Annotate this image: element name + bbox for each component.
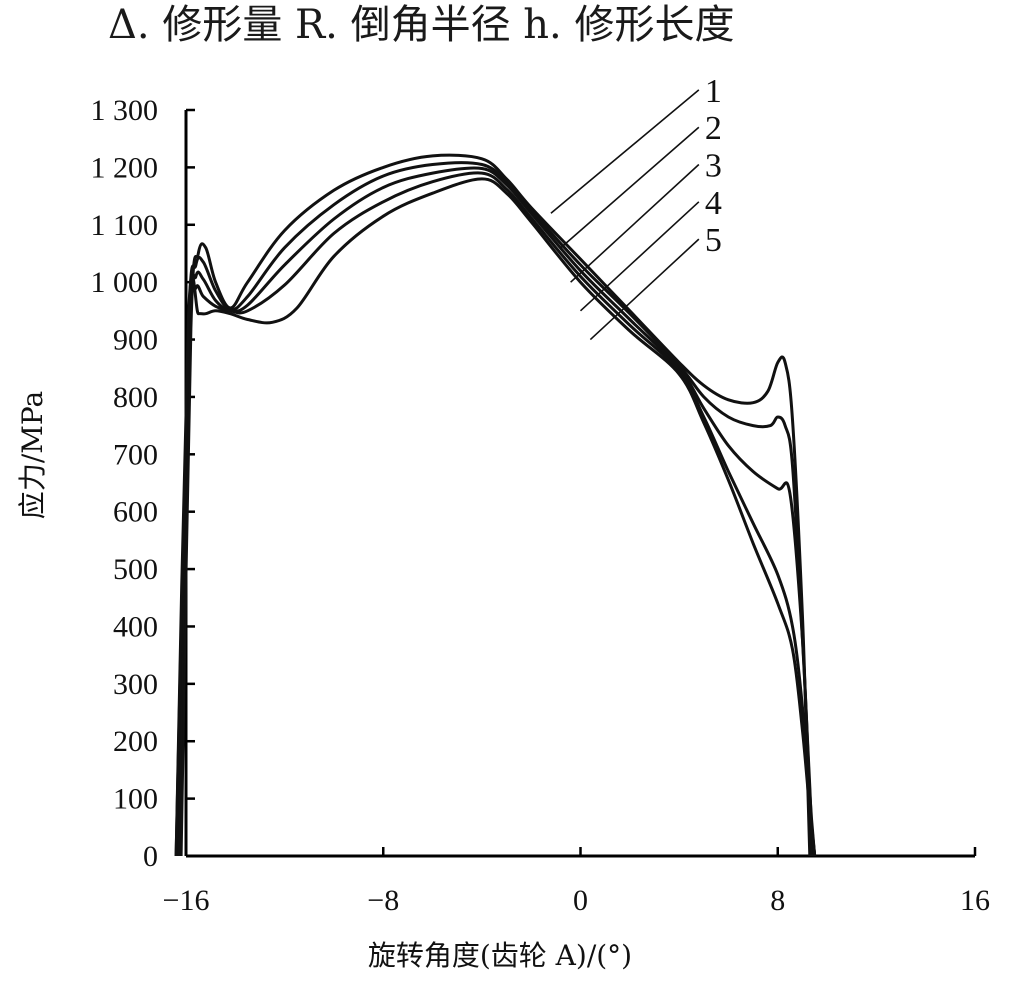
x-axis-label: 旋转角度(齿轮 A)/(°) xyxy=(368,939,632,972)
y-tick-label: 1 100 xyxy=(91,209,159,242)
axes xyxy=(184,110,975,858)
callout-leader-4 xyxy=(579,201,700,312)
series-line-5 xyxy=(174,177,817,857)
x-tick-label: 8 xyxy=(770,884,785,917)
series-line-1 xyxy=(179,153,812,857)
y-tick-label: 800 xyxy=(113,381,158,414)
y-tick-label: 600 xyxy=(113,496,158,529)
x-tick-label: −8 xyxy=(367,884,399,917)
series-line-3 xyxy=(177,166,817,857)
series-line-2 xyxy=(177,161,814,857)
callout-label-2: 2 xyxy=(705,110,722,147)
x-tick-label: −16 xyxy=(163,884,210,917)
x-tick-label: 0 xyxy=(573,884,588,917)
y-ticks: 0 100 200 300 400 500 600 700 800 900 1 000 1 100 1 … xyxy=(91,94,195,873)
series-lines xyxy=(174,153,817,857)
x-tick-label: 16 xyxy=(960,884,990,917)
series-line-4 xyxy=(174,171,817,857)
y-tick-label: 0 xyxy=(143,840,158,873)
callout-leader-3 xyxy=(570,163,700,283)
y-tick-label: 1 200 xyxy=(91,151,159,184)
y-tick-label: 500 xyxy=(113,553,158,586)
y-tick-label: 400 xyxy=(113,610,158,643)
y-tick-label: 300 xyxy=(113,668,158,701)
legend-line: Δ. 修形量 R. 倒角半径 h. 修形长度 xyxy=(108,2,734,48)
y-tick-label: 900 xyxy=(113,324,158,357)
y-axis-label: 应力/MPa xyxy=(16,391,49,519)
callout-leader-2 xyxy=(560,126,700,249)
callout-label-1: 1 xyxy=(705,73,722,110)
callout-leader-5 xyxy=(589,238,700,341)
y-tick-label: 200 xyxy=(113,725,158,758)
y-tick-label: 700 xyxy=(113,438,158,471)
callout-label-5: 5 xyxy=(705,222,722,259)
y-tick-label: 1 300 xyxy=(91,94,159,127)
x-ticks: −16 −8 0 8 16 xyxy=(163,847,990,917)
callout-label-4: 4 xyxy=(705,185,722,222)
callout-leader-1 xyxy=(550,89,700,214)
y-tick-label: 1 000 xyxy=(91,266,159,299)
y-tick-label: 100 xyxy=(113,783,158,816)
callout-label-3: 3 xyxy=(705,148,722,185)
